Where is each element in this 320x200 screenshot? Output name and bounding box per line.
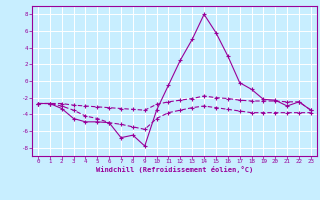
- X-axis label: Windchill (Refroidissement éolien,°C): Windchill (Refroidissement éolien,°C): [96, 166, 253, 173]
